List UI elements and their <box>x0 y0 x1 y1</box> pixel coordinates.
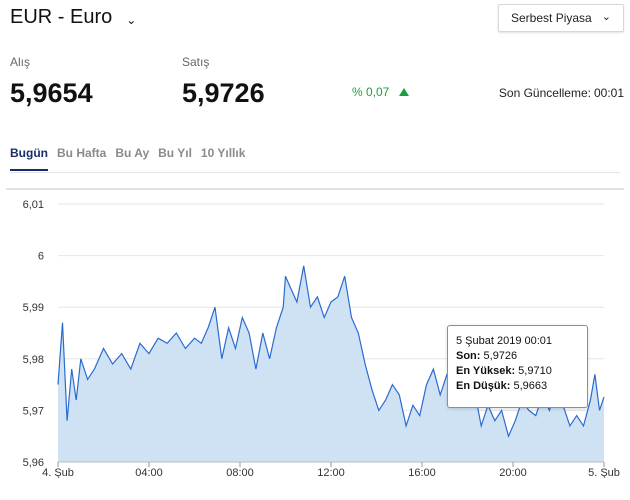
last-updated: Son Güncelleme: 00:01 <box>496 86 624 100</box>
y-tick-label: 5,97 <box>23 405 44 417</box>
x-tick-label: 08:00 <box>226 467 254 478</box>
last-updated-time: 00:01 <box>593 86 624 100</box>
tooltip-high-label: En Yüksek: <box>456 365 516 377</box>
y-tick-label: 5,98 <box>23 354 44 366</box>
chart-tooltip: 5 Şubat 2019 00:01 Son: 5,9726 En Yüksek… <box>447 325 588 408</box>
buy-value: 5,9654 <box>10 78 93 108</box>
tab-this-week[interactable]: Bu Hafta <box>57 146 107 160</box>
change-indicator: % 0,07 <box>352 85 410 99</box>
y-tick-label: 5,96 <box>23 457 44 469</box>
tooltip-last: Son: 5,9726 <box>456 349 587 364</box>
x-tick-label: 4. Şub <box>42 467 74 478</box>
tooltip-high-value: 5,9710 <box>518 365 552 377</box>
tooltip-low-label: En Düşük: <box>456 380 511 392</box>
market-type-value: Serbest Piyasa <box>511 11 592 25</box>
y-tick-label: 6 <box>38 251 44 263</box>
change-value: % 0,07 <box>352 85 390 99</box>
y-tick-label: 6,01 <box>23 199 44 211</box>
tab-today[interactable]: Bugün <box>10 146 48 171</box>
tooltip-low: En Düşük: 5,9663 <box>456 379 587 394</box>
x-tick-label: 04:00 <box>135 467 163 478</box>
currency-title[interactable]: EUR - Euro ⌄ <box>10 6 136 29</box>
tab-10-years[interactable]: 10 Yıllık <box>200 146 246 160</box>
sell-value: 5,9726 <box>182 78 265 108</box>
up-arrow-icon <box>399 88 410 96</box>
y-tick-label: 5,99 <box>23 302 44 314</box>
chevron-down-icon[interactable]: ⌄ <box>126 12 137 27</box>
x-tick-label: 12:00 <box>317 467 345 478</box>
currency-title-text: EUR - Euro <box>10 6 113 28</box>
tooltip-high: En Yüksek: 5,9710 <box>456 364 587 379</box>
tab-this-month[interactable]: Bu Ay <box>115 146 150 160</box>
market-type-select[interactable]: Serbest Piyasa ⌄ <box>498 4 624 32</box>
buy-label: Alış <box>10 55 31 69</box>
tooltip-low-value: 5,9663 <box>513 380 548 392</box>
tabs-divider <box>10 172 620 173</box>
x-tick-label: 20:00 <box>499 467 527 478</box>
tab-this-year[interactable]: Bu Yıl <box>158 146 192 160</box>
tooltip-date: 5 Şubat 2019 00:01 <box>456 335 553 347</box>
tooltip-last-value: 5,9726 <box>483 350 518 362</box>
x-tick-label: 16:00 <box>408 467 436 478</box>
x-tick-label: 5. Şub <box>588 467 620 478</box>
sell-label: Satış <box>182 55 210 69</box>
price-area <box>58 265 604 462</box>
tooltip-last-label: Son: <box>456 350 481 362</box>
period-tabs: Bugün Bu Hafta Bu Ay Bu Yıl 10 Yıllık <box>10 146 254 171</box>
last-updated-label: Son Güncelleme: <box>498 86 591 100</box>
chevron-down-icon: ⌄ <box>601 11 611 23</box>
